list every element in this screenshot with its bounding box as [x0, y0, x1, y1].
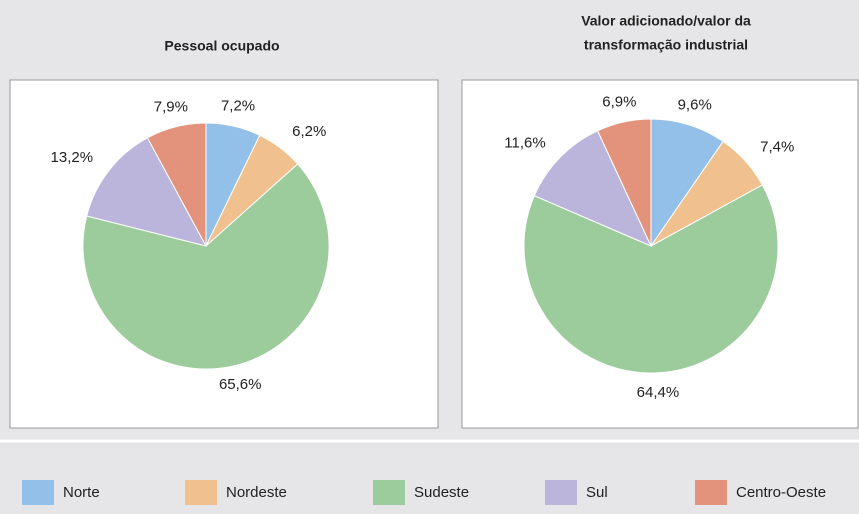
- legend-label: Sudeste: [414, 484, 469, 501]
- chart-title: Valor adicionado/valor da: [581, 13, 751, 29]
- pie-slice: [596, 118, 652, 247]
- pie-slice: [650, 118, 724, 248]
- pie-slice: [82, 163, 330, 370]
- legend-swatch: [373, 480, 405, 505]
- legend-label: Norte: [63, 484, 100, 501]
- data-label: 7,2%: [221, 98, 255, 115]
- pie-slice: [146, 122, 207, 247]
- legend-swatch: [22, 480, 54, 505]
- data-label: 11,6%: [504, 134, 545, 151]
- pie-slice: [533, 130, 653, 247]
- chart-title: transformação industrial: [584, 37, 748, 53]
- legend-label: Centro-Oeste: [736, 484, 826, 501]
- data-label: 9,6%: [678, 97, 712, 114]
- data-label: 6,2%: [292, 123, 326, 140]
- pie-slice: [523, 184, 779, 374]
- legend-label: Nordeste: [226, 484, 287, 501]
- legend-swatch: [545, 480, 577, 505]
- legend-swatch: [695, 480, 727, 505]
- chart-title: Pessoal ocupado: [164, 38, 279, 54]
- data-label: 6,9%: [602, 93, 636, 110]
- data-label: 64,4%: [637, 384, 680, 401]
- legend-label: Sul: [586, 484, 608, 501]
- data-label: 7,4%: [760, 138, 794, 155]
- data-label: 65,6%: [219, 376, 262, 393]
- data-label: 7,9%: [154, 98, 188, 115]
- data-label: 13,2%: [51, 149, 94, 166]
- pie-slice: [86, 137, 207, 247]
- legend-swatch: [185, 480, 217, 505]
